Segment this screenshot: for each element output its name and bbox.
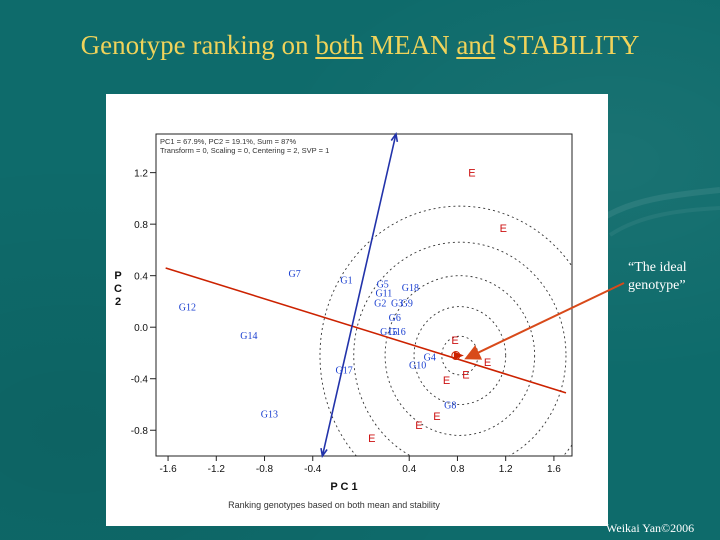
y-axis-label-char: 2 [115,296,121,308]
title-underline-and: and [456,30,496,60]
genotype-point-g6: G6 [389,313,401,324]
legend-line-2: Transform = 0, Scaling = 0, Centering = … [160,146,329,155]
y-axis-label-char: P [114,270,121,282]
environment-point-7: E [433,411,440,423]
average-environment-axis [165,267,567,394]
genotype-point-g17: G17 [335,366,352,377]
title-underline-both: both [315,30,364,60]
x-tick-label: 1.6 [547,464,561,475]
genotype-point-g4: G4 [424,353,436,364]
x-tick-label: -0.4 [304,464,322,475]
legend-line-1: PC1 = 67.9%, PC2 = 19.1%, Sum = 87% [160,137,296,146]
axis-labels: 1.2 0.8 0.4 0.0 -0.4 -0.8 -1.6 -1.2 -0.8 -0.4 0.4 0… [114,169,561,510]
genotype-point-g15: G15 [380,327,397,338]
plot-frame: PC1 = 67.9%, PC2 = 19.1%, Sum = 87%Trans… [155,133,573,457]
environment-point-4: E [484,357,491,369]
genotype-point-g8: G8 [444,400,456,411]
y-tick-label: -0.8 [131,426,149,437]
environment-point-9: E [368,433,375,445]
environment-point-2: E [500,223,507,235]
x-tick-label: -1.6 [159,464,177,475]
genotype-point-g18: G18 [402,283,419,294]
genotype-point-g3: G3 [391,299,403,310]
concentric-circle-5 [319,205,572,456]
ggei-biplot: PC1 = 67.9%, PC2 = 19.1%, Sum = 87%Trans… [114,131,573,510]
y-tick-label: 0.8 [134,220,148,231]
stability-axis-arrow-bottom [320,447,328,459]
genotype-point-g14: G14 [240,331,257,342]
genotype-point-g2: G2 [374,299,386,310]
ideal-point-ring [451,351,461,361]
ideal-genotype-callout: “The ideal genotype” [628,259,718,295]
environment-point-5: E [462,370,469,382]
x-tick-label: 0.4 [402,464,416,475]
genotype-point-g9: G9 [401,299,413,310]
x-tick-label: -1.2 [208,464,226,475]
x-axis-label: P C 1 [330,481,357,493]
callout-line-2: genotype” [628,278,686,293]
y-tick-label: 0.4 [134,272,148,283]
genotype-point-g10: G10 [409,360,426,371]
stability-axis-line [321,133,397,457]
slide-title: Genotype ranking on both MEAN and STABIL… [80,30,640,60]
genotype-point-g7: G7 [289,269,301,280]
y-tick-label: 1.2 [134,169,148,180]
ideal-point-marker [453,351,464,360]
callout-line-1: “The ideal [628,260,687,275]
environment-point-3: E [451,335,458,347]
x-tick-label: 1.2 [499,464,513,475]
genotype-point-g11: G11 [375,288,392,299]
background-wave-decoration [600,187,720,237]
genotype-point-g1: G1 [340,275,352,286]
genotype-point-g12: G12 [179,302,196,313]
y-tick-label: -0.4 [131,375,149,386]
x-tick-label: 0.8 [450,464,464,475]
y-tick-label: 0.0 [134,323,148,334]
biplot-panel: PC1 = 67.9%, PC2 = 19.1%, Sum = 87% Trans… [106,94,608,526]
author-credit: Weikai Yan©2006 [606,521,695,535]
stability-axis-arrow-top [390,131,399,143]
environment-point-8: E [415,420,422,432]
genotype-point-g16: G16 [389,327,406,338]
x-tick-label: -0.8 [256,464,274,475]
genotype-point-g5: G5 [377,279,389,290]
plot-frame-rect [155,133,573,457]
y-axis-label-char: C [114,283,122,295]
environment-point-1: E [468,168,475,180]
chart-lines [165,131,567,459]
environment-point-6: E [443,375,450,387]
chart-caption: Ranking genotypes based on both mean and… [228,500,440,510]
genotype-point-g13: G13 [261,409,278,420]
